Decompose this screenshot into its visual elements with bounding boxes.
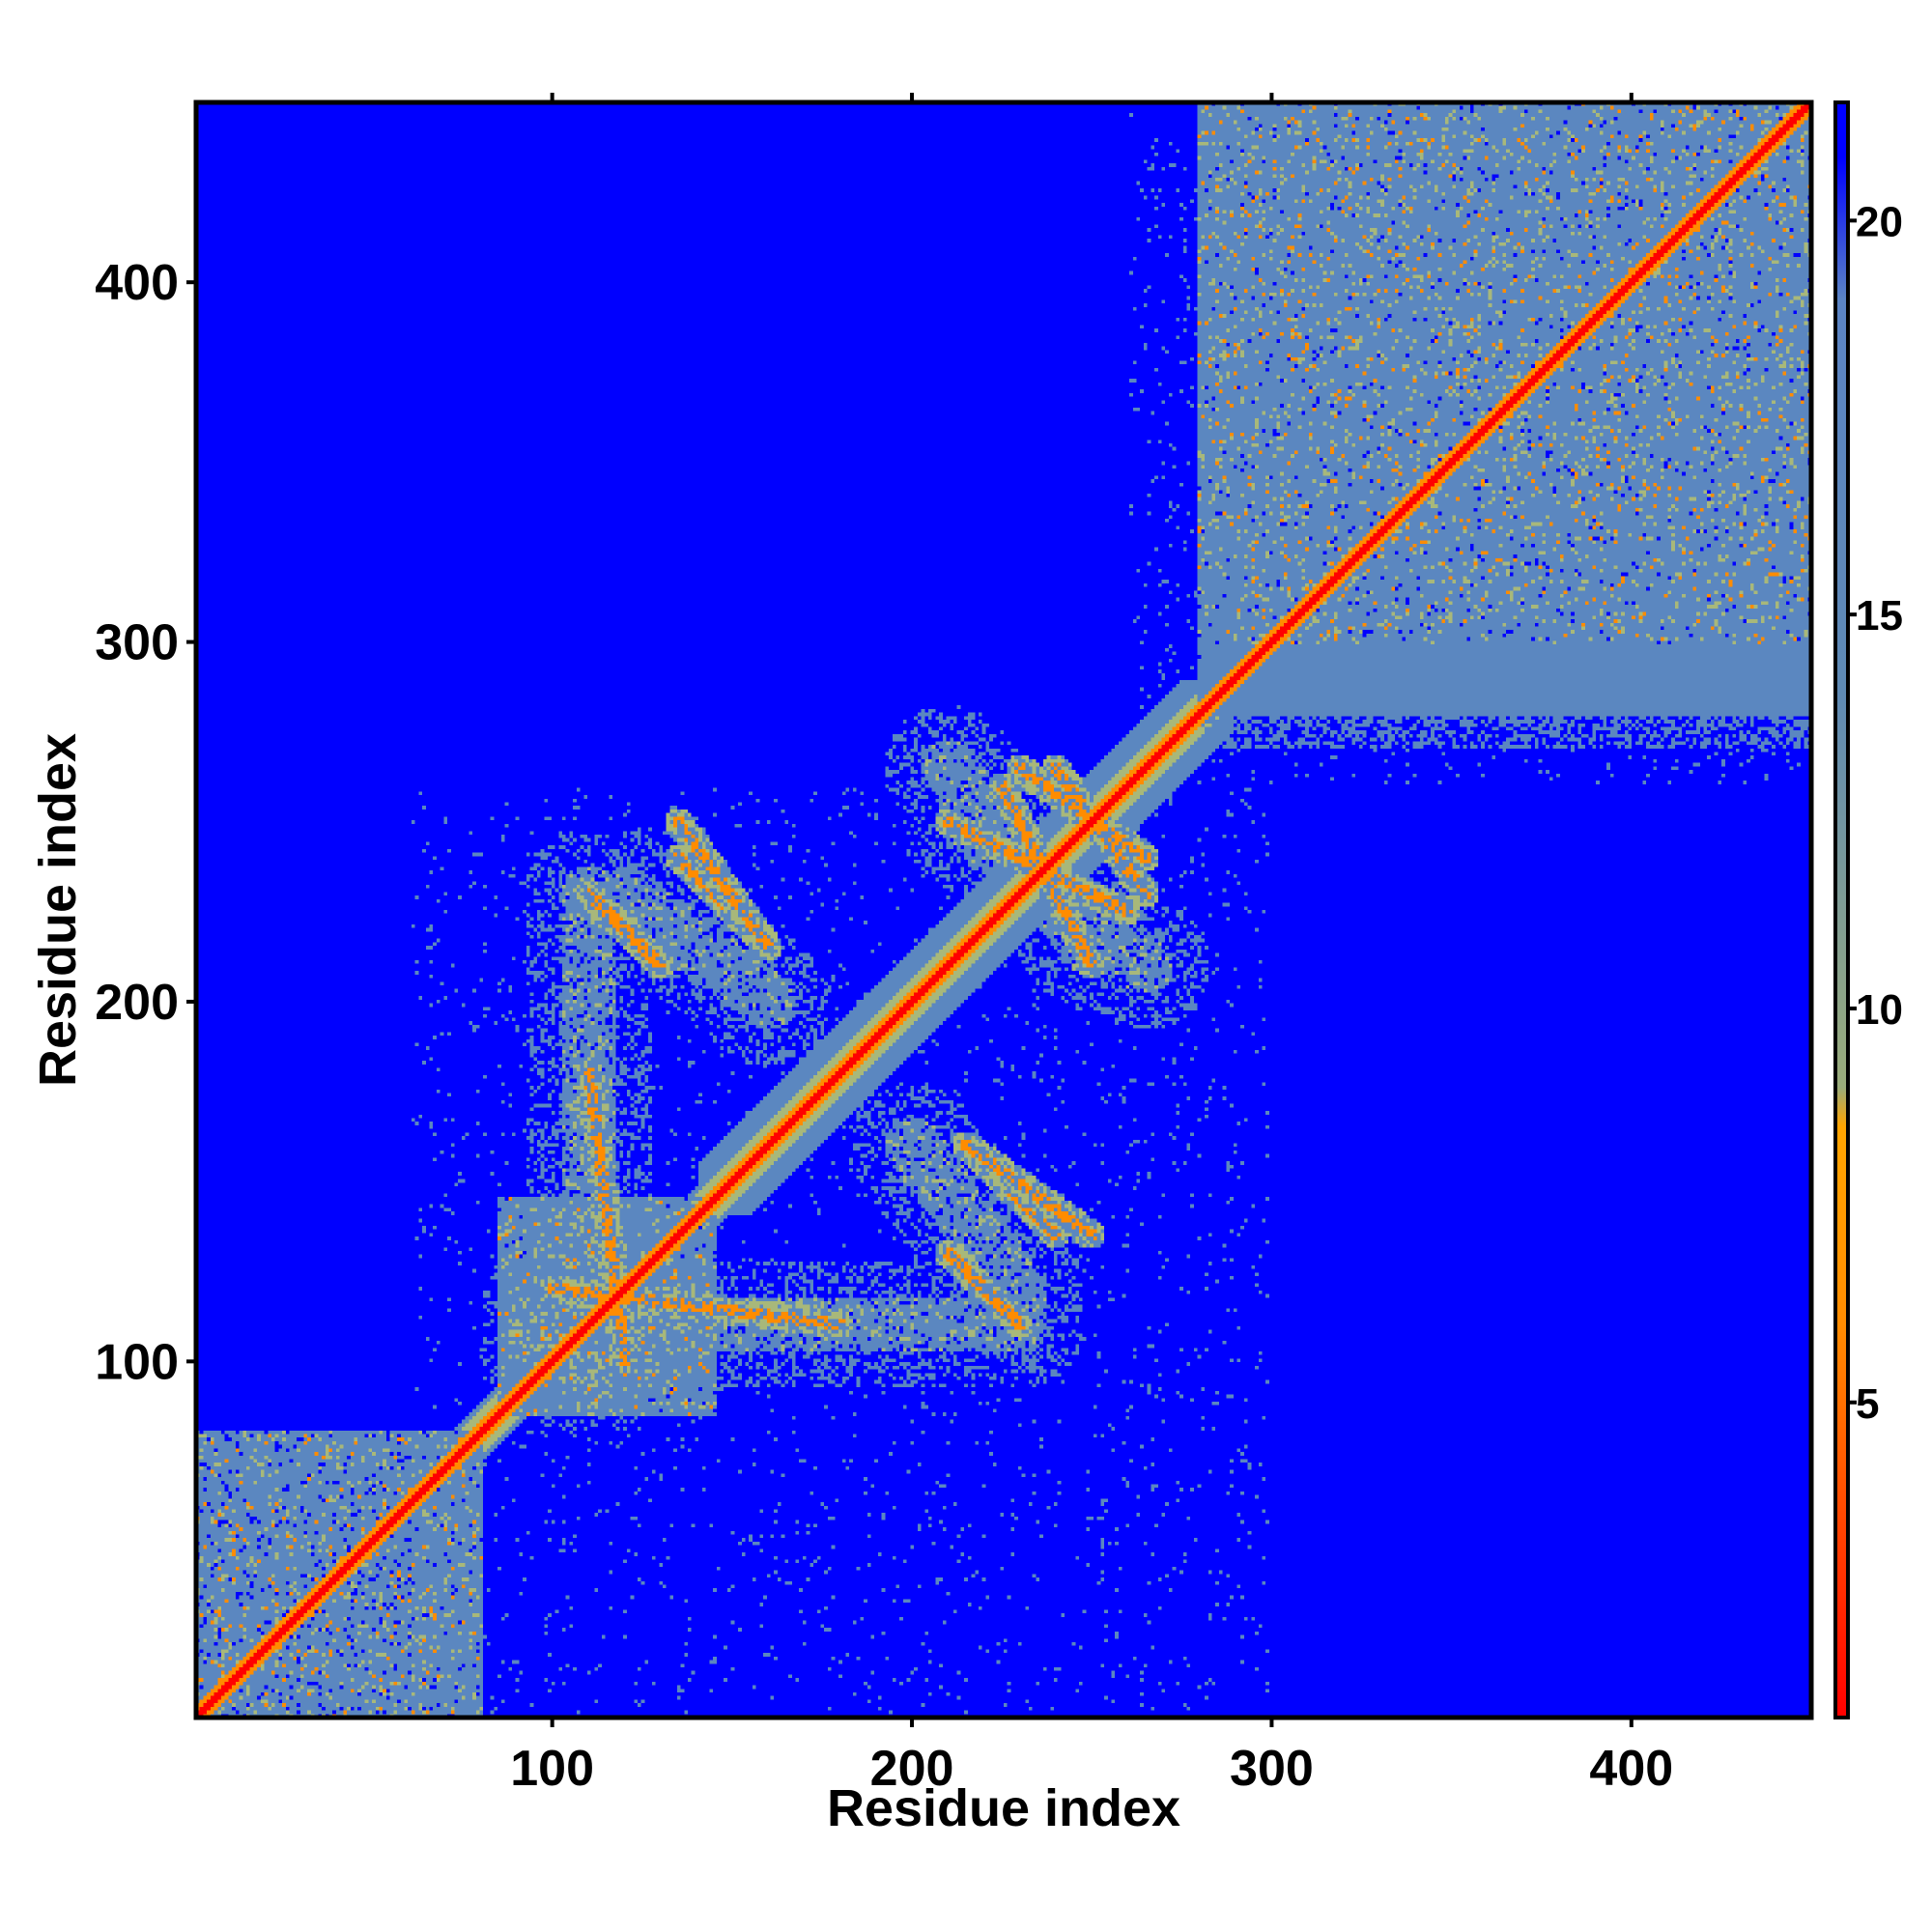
x-axis: 100 200 300 400 [510,93,1673,1797]
y-axis-label: Residue index [29,733,87,1087]
x-axis-label: Residue index [827,1779,1180,1837]
colorbar-tick-label: 5 [1856,1380,1879,1428]
colorbar-gradient [1833,100,1850,1719]
colorbar-tick-label: 10 [1856,986,1903,1034]
y-tick-label: 300 [95,615,179,671]
y-tick-label: 400 [95,255,179,311]
x-tick-label: 300 [1230,1741,1314,1797]
y-tick-label: 200 [95,975,179,1031]
y-tick-label: 100 [95,1334,179,1390]
colorbar-tick-label: 20 [1856,198,1903,245]
x-tick-label: 400 [1589,1741,1673,1797]
colorbar: 5 10 15 20 [1833,100,1903,1719]
plot-frame [193,99,1814,1720]
x-tick-label: 200 [870,1741,954,1797]
heatmap-image [196,102,1811,1718]
heatmap-cells [196,102,1811,1718]
y-axis: 100 200 300 400 [95,255,196,1390]
x-tick-label: 100 [510,1741,594,1797]
colorbar-tick-label: 15 [1856,592,1903,639]
